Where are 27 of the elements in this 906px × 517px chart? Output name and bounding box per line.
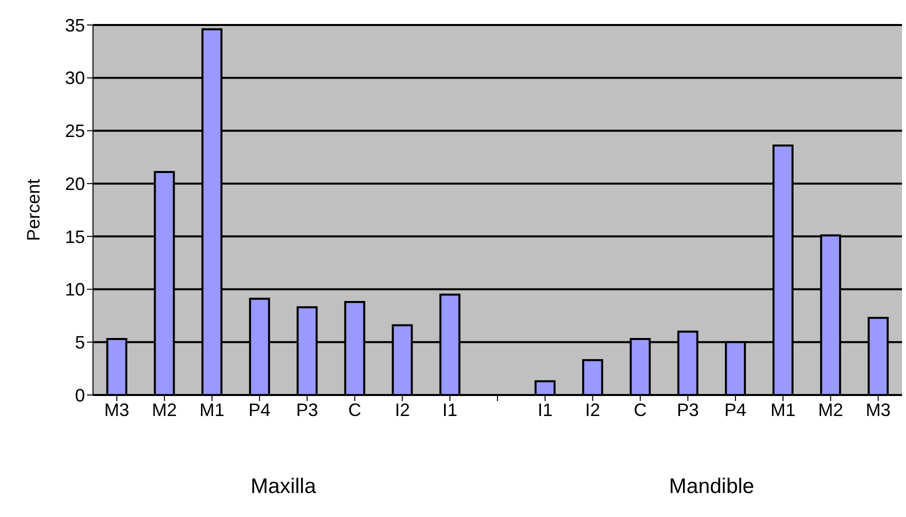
y-tick-label: 25 [64, 121, 85, 142]
y-tick-label: 15 [64, 226, 85, 247]
y-tick-label: 30 [64, 68, 85, 88]
x-tick-label: M3 [104, 400, 130, 420]
x-tick-label: P4 [724, 400, 746, 420]
text: Mandible [668, 475, 756, 499]
x-tick-label: M1 [770, 400, 796, 420]
y-tick-label: 0 [74, 385, 85, 406]
text: Maxilla [250, 475, 318, 499]
y-tick-label: 10 [64, 280, 85, 300]
x-tick-label: M2 [152, 400, 177, 420]
x-tick-label: M2 [818, 400, 844, 420]
x-tick-label: M3 [866, 400, 891, 420]
x-tick-label: I1 [538, 400, 553, 420]
x-tick-label: I2 [585, 400, 600, 420]
y-tick-label: 5 [74, 332, 85, 353]
y-axis-title: Percent [23, 178, 44, 242]
x-tick-label: I2 [394, 400, 410, 420]
y-tick-label: 35 [64, 15, 85, 36]
x-tick-label: P3 [676, 400, 699, 420]
x-tick-label: C [348, 400, 362, 420]
x-tick-label: C [634, 400, 647, 420]
x-tick-label: P4 [248, 400, 271, 420]
x-tick-label: M1 [199, 400, 224, 420]
x-tick-label: P3 [296, 400, 318, 420]
y-tick-label: 20 [64, 174, 85, 194]
x-tick-label: I1 [442, 400, 458, 420]
